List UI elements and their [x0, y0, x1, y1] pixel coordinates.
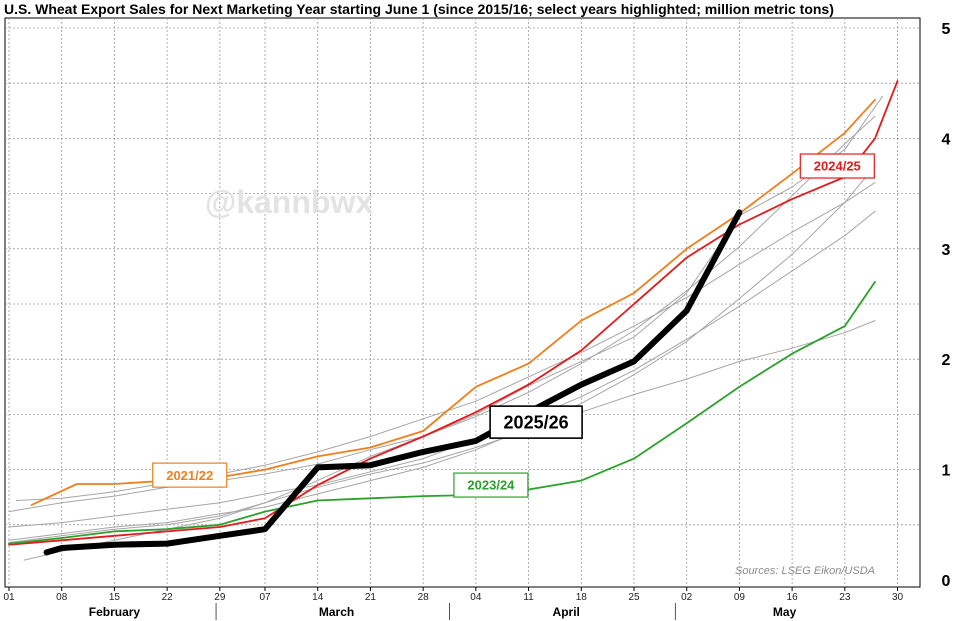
series-label: 2023/24 — [467, 478, 515, 493]
x-tick-label: 01 — [3, 592, 15, 603]
y-tick-label: 0 — [942, 573, 951, 590]
x-tick-label: 22 — [162, 592, 174, 603]
series-label-box — [152, 462, 228, 488]
series-line-other-6 — [8, 95, 883, 543]
y-tick-label: 5 — [942, 21, 951, 38]
series-label: 2025/26 — [504, 413, 569, 433]
month-label: March — [319, 605, 354, 619]
series-label: 2021/22 — [166, 468, 213, 483]
y-tick-label: 1 — [942, 463, 951, 480]
series-line-other-4 — [23, 320, 876, 561]
x-tick-label: 18 — [576, 592, 588, 603]
series-line-2025-26 — [43, 209, 743, 556]
y-tick-label: 3 — [942, 242, 951, 259]
x-tick-label: 30 — [892, 592, 904, 603]
y-tick-label: 4 — [942, 131, 951, 148]
x-tick-label: 02 — [681, 592, 693, 603]
month-label: May — [773, 605, 797, 619]
series-label: 2024/25 — [814, 159, 861, 174]
series-label-box — [453, 472, 529, 498]
x-tick-label: 25 — [628, 592, 640, 603]
series-label-box — [489, 405, 583, 439]
y-tick-label: 2 — [942, 352, 951, 369]
series-line-2023-24 — [8, 280, 876, 545]
plot-frame — [4, 17, 921, 588]
x-tick-label: 09 — [734, 592, 746, 603]
series-line-2024-25 — [8, 80, 899, 546]
x-tick-label: 29 — [214, 592, 226, 603]
x-tick-label: 07 — [259, 592, 271, 603]
x-tick-label: 21 — [365, 592, 377, 603]
series-label-box — [799, 153, 875, 179]
x-tick-label: 28 — [418, 592, 430, 603]
x-tick-label: 11 — [523, 592, 534, 603]
x-tick-label: 16 — [787, 592, 799, 603]
series-line-other-1 — [8, 165, 876, 541]
x-tick-label: 23 — [839, 592, 851, 603]
source-note: Sources: LSEG Eikon/USDA — [735, 565, 875, 577]
x-tick-label: 04 — [470, 592, 482, 603]
series-line-other-2 — [8, 115, 876, 513]
month-label: February — [89, 605, 141, 619]
x-tick-label: 15 — [109, 592, 121, 603]
x-tick-label: 14 — [312, 592, 324, 603]
watermark: @kannbwx — [205, 184, 373, 220]
x-tick-label: 08 — [56, 592, 68, 603]
month-label: April — [553, 605, 580, 619]
chart-title: U.S. Wheat Export Sales for Next Marketi… — [4, 1, 834, 17]
